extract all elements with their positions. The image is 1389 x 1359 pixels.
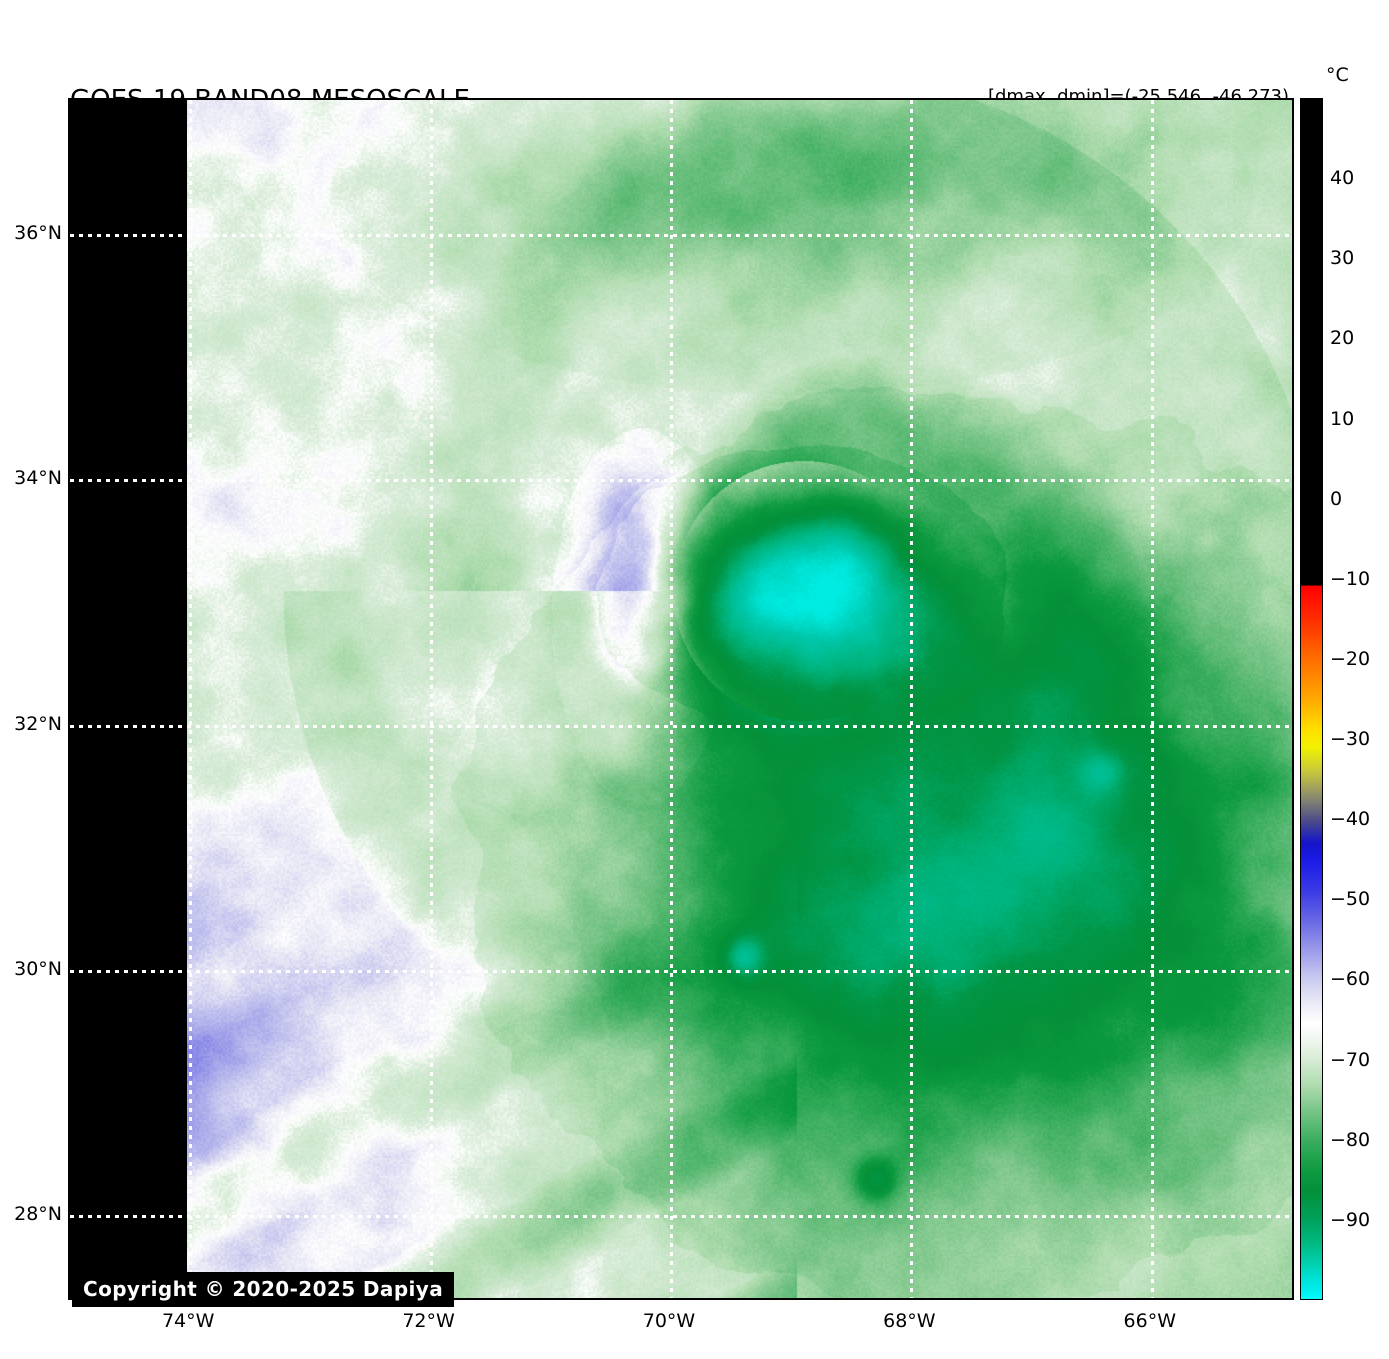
- gridline-lat-28n: [70, 1215, 1292, 1219]
- colorbar-tick-30: 30: [1330, 247, 1355, 270]
- lon-tick-66w: 66°W: [1123, 1310, 1176, 1332]
- lon-tick-74w: 74°W: [161, 1310, 215, 1332]
- colorbar-tick-minus90: −90: [1330, 1208, 1371, 1231]
- ir-cloud-canvas: [187, 100, 1292, 1298]
- temperature-colorbar[interactable]: [1300, 98, 1323, 1300]
- lon-tick-70w: 70°W: [642, 1310, 696, 1332]
- colorbar-tick-20: 20: [1330, 327, 1355, 350]
- gridline-lon-74w: [189, 100, 193, 1298]
- infrared-brightness-field: [187, 100, 1292, 1298]
- gridline-lat-34n: [70, 479, 1292, 483]
- lat-tick-32n: 32°N: [14, 712, 62, 735]
- colorbar-tick-10: 10: [1330, 407, 1355, 430]
- satellite-image-plot[interactable]: [68, 98, 1294, 1300]
- gridline-lon-68w: [910, 100, 914, 1298]
- copyright-notice: Copyright © 2020-2025 Dapiya: [72, 1272, 455, 1307]
- colorbar-tick-minus70: −70: [1330, 1048, 1371, 1071]
- gridline-lon-66w: [1150, 100, 1154, 1298]
- lon-tick-68w: 68°W: [883, 1310, 936, 1332]
- lat-tick-28n: 28°N: [14, 1203, 62, 1226]
- colorbar-gradient: [1301, 99, 1322, 1299]
- colorbar-tick-minus50: −50: [1330, 888, 1371, 911]
- colorbar-tick-0: 0: [1330, 487, 1343, 510]
- colorbar-tick-minus30: −30: [1330, 728, 1371, 751]
- colorbar-tick-minus40: −40: [1330, 808, 1371, 831]
- colorbar-tick-40: 40: [1330, 167, 1355, 190]
- no-data-strip: [70, 100, 187, 1298]
- colorbar-tick-minus80: −80: [1330, 1128, 1371, 1151]
- gridline-lon-70w: [669, 100, 673, 1298]
- colorbar-tick-minus20: −20: [1330, 647, 1371, 670]
- lon-tick-72w: 72°W: [402, 1310, 455, 1332]
- gridline-lat-36n: [70, 233, 1292, 237]
- gridline-lon-72w: [429, 100, 433, 1298]
- lat-tick-36n: 36°N: [14, 221, 62, 244]
- colorbar-tick-minus10: −10: [1330, 567, 1371, 590]
- lat-tick-34n: 34°N: [14, 467, 62, 490]
- lat-tick-30n: 30°N: [14, 957, 62, 980]
- colorbar-unit-label: °C: [1326, 64, 1349, 86]
- plot-inner: [70, 100, 1292, 1298]
- gridline-lat-30n: [70, 969, 1292, 973]
- colorbar-tick-minus60: −60: [1330, 968, 1371, 991]
- gridline-lat-32n: [70, 724, 1292, 728]
